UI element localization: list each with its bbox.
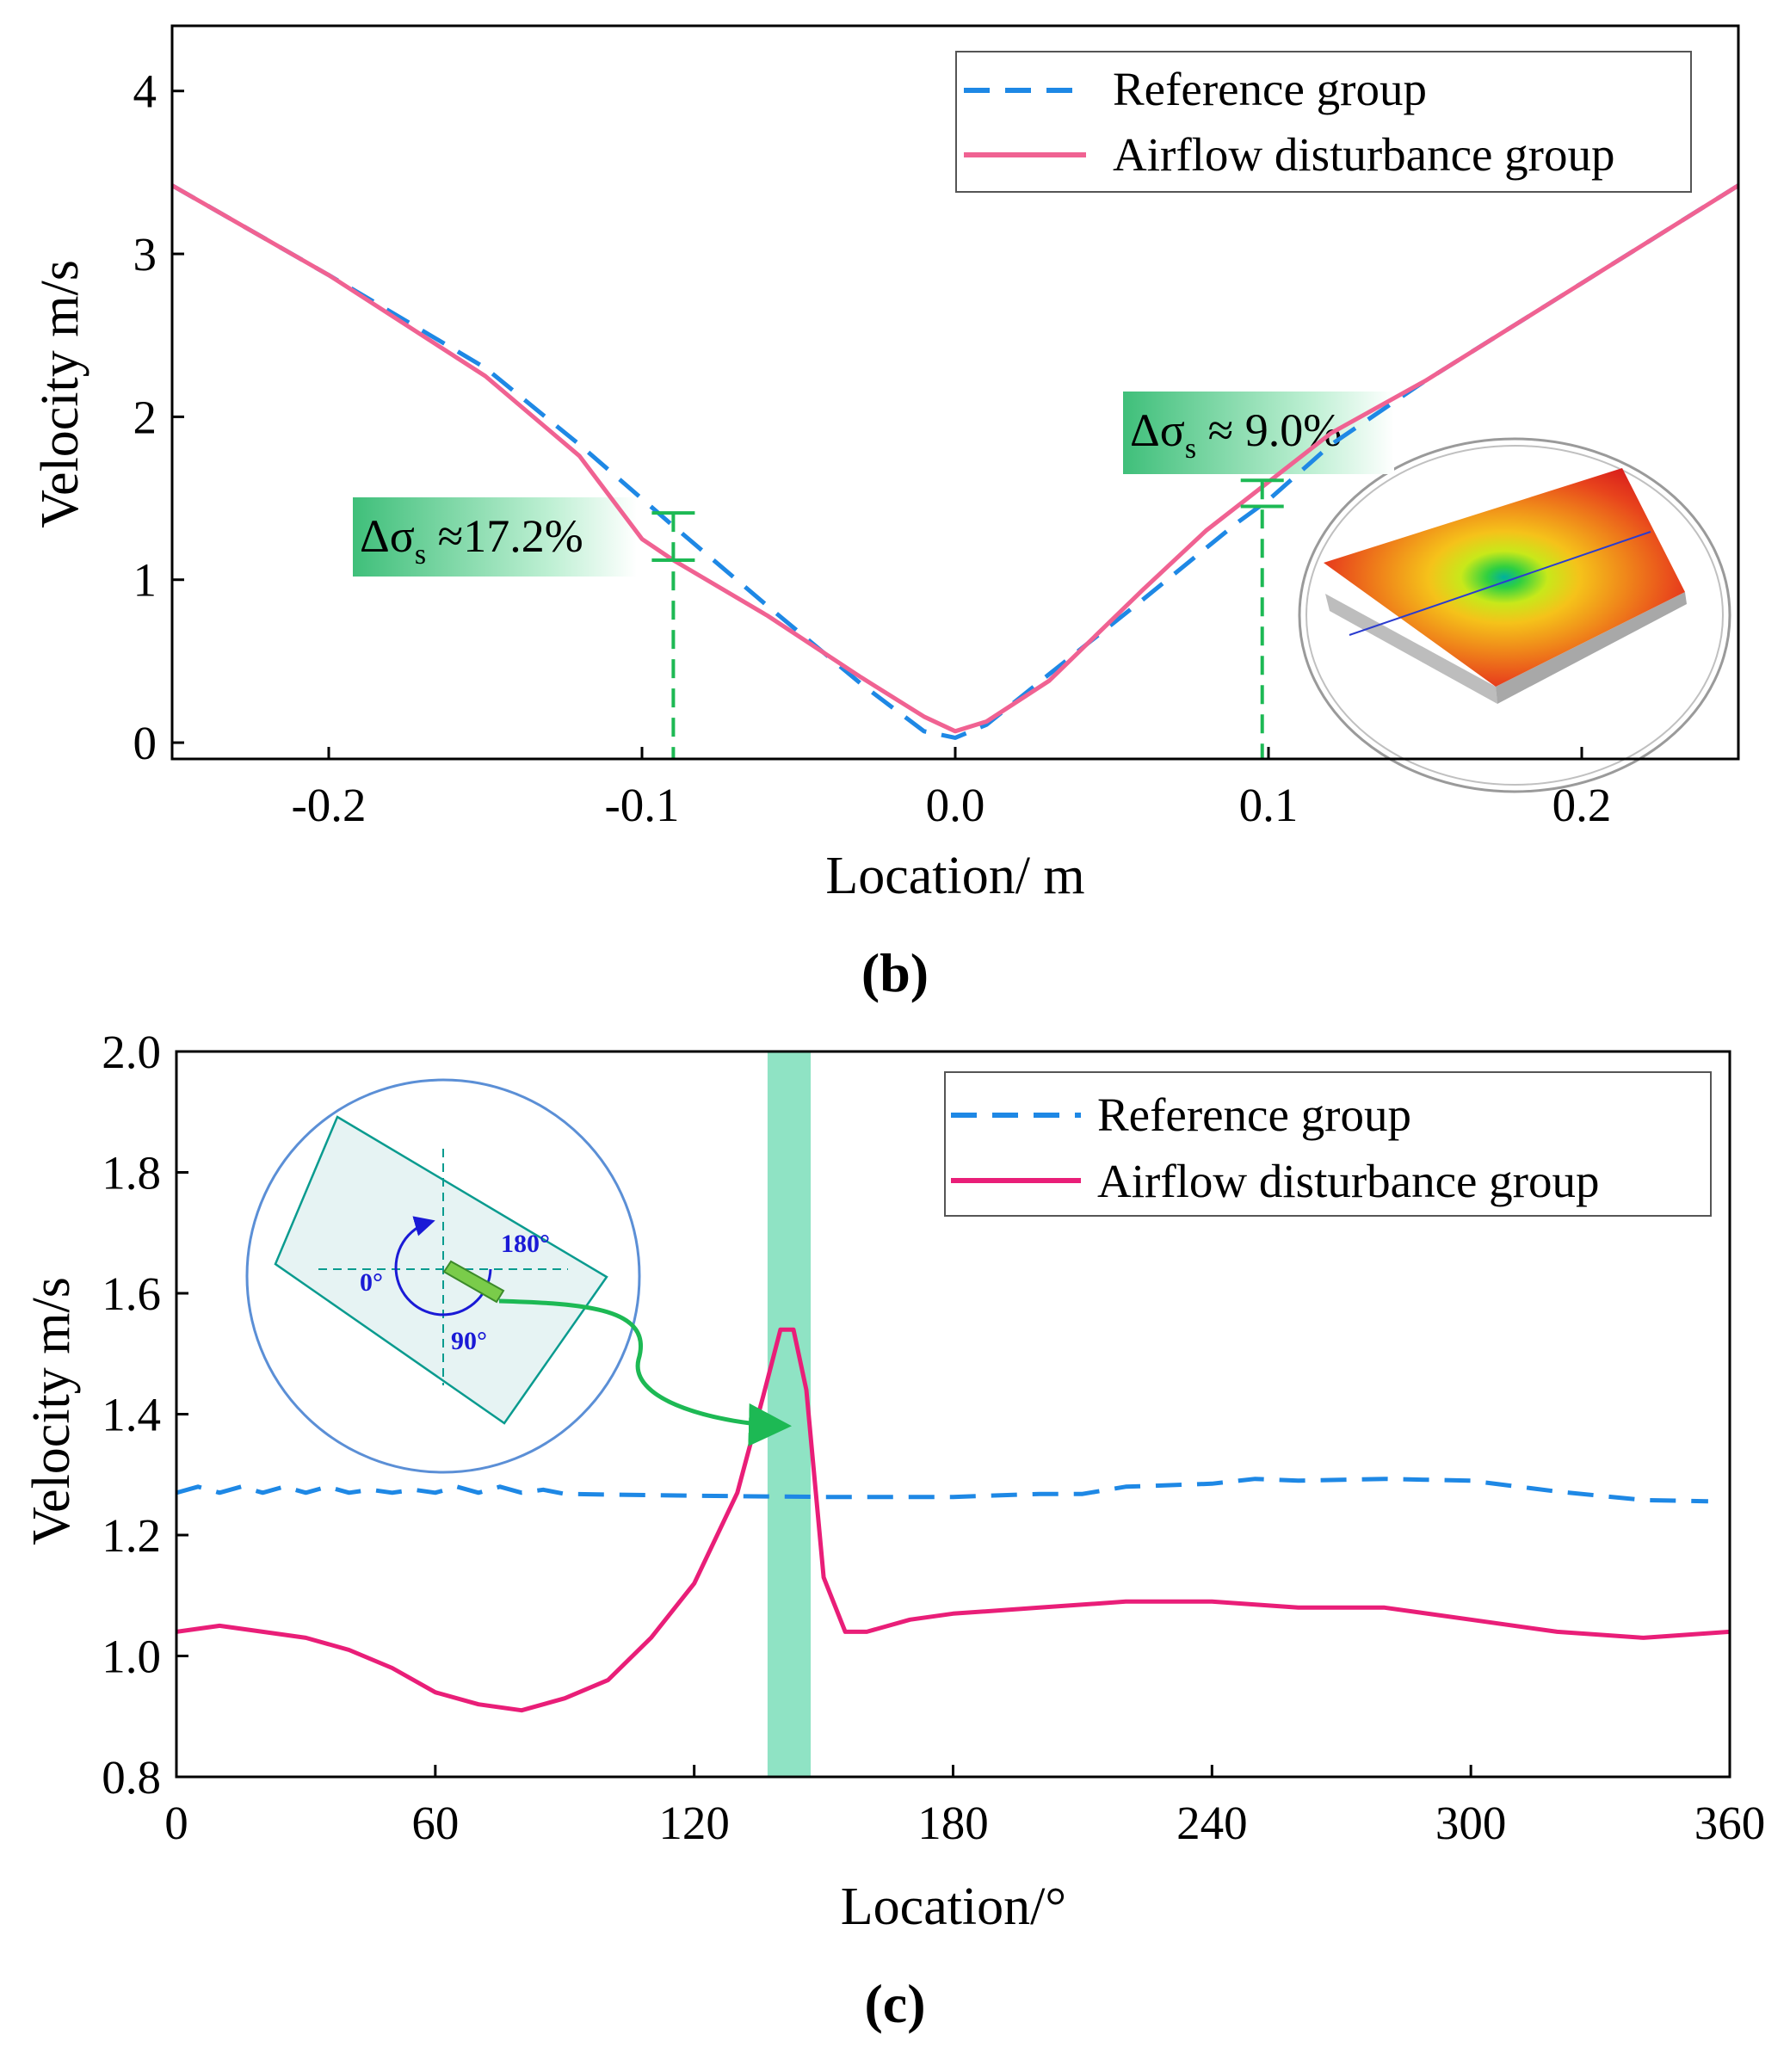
c-ytick-label: 0.8 bbox=[102, 1751, 161, 1804]
annotation-delta-right: Δσs ≈ 9.0% bbox=[1123, 392, 1394, 474]
b-series-disturbance-line bbox=[172, 183, 1738, 734]
b-xtick-label: 0.2 bbox=[1552, 779, 1612, 831]
x-axis-title-c: Location/° bbox=[841, 1878, 1066, 1936]
c-xtick-label: 60 bbox=[411, 1797, 459, 1849]
y-axis-title-c: Velocity m/s bbox=[22, 1277, 81, 1545]
annotation-delta-right-value: ≈ 9.0% bbox=[1196, 404, 1342, 456]
c-xtick-label: 0 bbox=[164, 1797, 188, 1849]
callout-arrow bbox=[498, 1298, 792, 1446]
c-ytick-label: 1.4 bbox=[102, 1389, 161, 1441]
angle-label-0: 0° bbox=[360, 1268, 383, 1297]
legend-b-ref-label: Reference group bbox=[1113, 63, 1427, 115]
c-ytick-label: 2.0 bbox=[102, 1026, 161, 1078]
panel-label-b: (b) bbox=[861, 942, 929, 1003]
b-ytick-label: 1 bbox=[133, 554, 157, 607]
legend-b-dist-label: Airflow disturbance group bbox=[1113, 128, 1614, 181]
annotation-delta-left-sub: s bbox=[415, 539, 426, 570]
annotation-delta-right-symbol: Δσ bbox=[1130, 404, 1185, 456]
y-axis-title-b: Velocity m/s bbox=[31, 260, 90, 528]
highlight-band bbox=[767, 1051, 812, 1777]
panel-c-chart: 180° 0° 90° 0 60 120 180 240 300 360 0.8 1.0 1.2 1… bbox=[22, 1026, 1765, 2034]
annotation-delta-left-value: ≈17.2% bbox=[426, 510, 583, 562]
panel-b-chart: Δσs ≈17.2% Δσs ≈ 9.0% -0.2 -0.1 0.0 0.1 0.20… bbox=[31, 24, 1740, 1003]
c-xtick-label: 360 bbox=[1694, 1797, 1766, 1849]
c-ytick-label: 1.0 bbox=[102, 1631, 161, 1683]
annotation-delta-left: Δσs ≈17.2% bbox=[353, 497, 637, 577]
legend-b: Reference group Airflow disturbance grou… bbox=[955, 51, 1692, 193]
legend-c: Reference group Airflow disturbance grou… bbox=[944, 1071, 1712, 1217]
panel-label-c: (c) bbox=[864, 1973, 925, 2034]
b-ytick-label: 0 bbox=[133, 717, 157, 769]
svg-text:Δσs ≈ 9.0%: Δσs ≈ 9.0% bbox=[1130, 404, 1342, 465]
annotation-delta-left-symbol: Δσ bbox=[360, 510, 415, 562]
c-xtick-label: 240 bbox=[1176, 1797, 1248, 1849]
c-xtick-label: 180 bbox=[917, 1797, 989, 1849]
c-ytick-label: 1.8 bbox=[102, 1147, 161, 1199]
b-xtick-label: -0.1 bbox=[604, 779, 679, 831]
x-axis-title-b: Location/ m bbox=[825, 847, 1084, 905]
b-ytick-label: 2 bbox=[133, 391, 157, 443]
c-ytick-label: 1.6 bbox=[102, 1267, 161, 1320]
angle-label-90: 90° bbox=[451, 1327, 487, 1355]
c-series-disturbance-line bbox=[176, 1327, 1730, 1713]
c-series-reference-line bbox=[176, 1477, 1708, 1504]
c-xtick-label: 300 bbox=[1435, 1797, 1507, 1849]
b-xtick-label: 0.0 bbox=[926, 779, 985, 831]
contour-plot-icon bbox=[1298, 437, 1731, 793]
b-ytick-label: 4 bbox=[133, 65, 157, 118]
c-xtick-label: 120 bbox=[658, 1797, 730, 1849]
c-ytick-label: 1.2 bbox=[102, 1509, 161, 1562]
b-ytick-label: 3 bbox=[133, 228, 157, 281]
legend-c-ref-label: Reference group bbox=[1097, 1088, 1411, 1141]
b-series-reference-line bbox=[172, 183, 1738, 740]
rotation-diagram-icon: 180° 0° 90° bbox=[245, 1078, 641, 1474]
annotation-delta-right-sub: s bbox=[1185, 433, 1196, 465]
b-xtick-label: 0.1 bbox=[1239, 779, 1299, 831]
legend-c-dist-label: Airflow disturbance group bbox=[1097, 1155, 1599, 1207]
svg-text:Δσs ≈17.2%: Δσs ≈17.2% bbox=[360, 510, 583, 570]
b-xtick-label: -0.2 bbox=[291, 779, 366, 831]
angle-label-180: 180° bbox=[501, 1230, 550, 1258]
